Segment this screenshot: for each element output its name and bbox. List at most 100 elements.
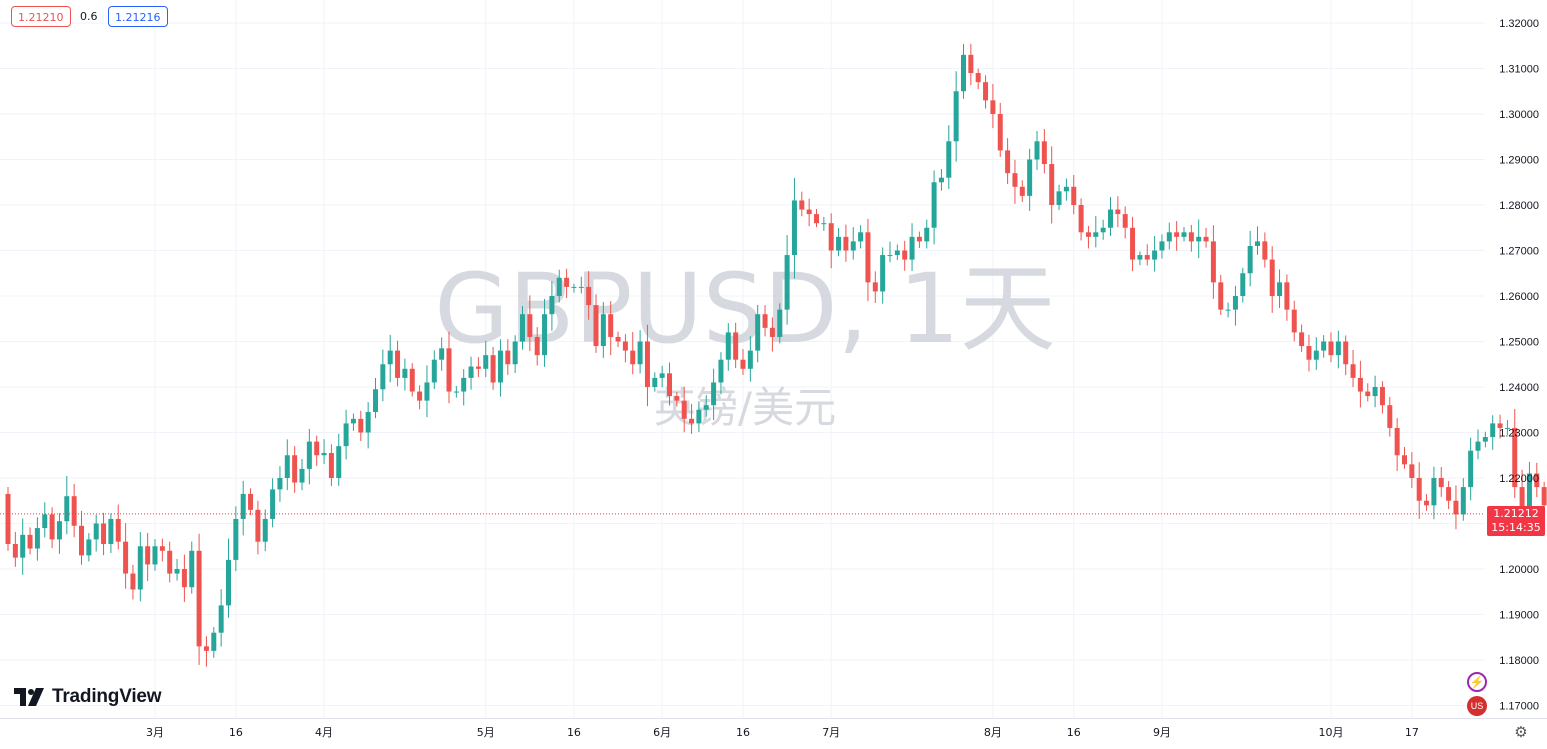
candle-body <box>681 400 687 419</box>
candle-body <box>196 550 202 647</box>
candle <box>1144 244 1150 266</box>
candle <box>1049 146 1055 224</box>
candle <box>1071 174 1077 215</box>
candle-body <box>1108 209 1113 228</box>
candle-body <box>490 355 496 383</box>
candle <box>902 240 908 271</box>
candle <box>1460 478 1466 521</box>
candle-body <box>115 518 121 542</box>
candle <box>1299 324 1305 352</box>
gear-icon[interactable]: ⚙ <box>1514 724 1528 741</box>
candle-body <box>608 314 614 337</box>
candle-body <box>402 368 408 378</box>
candle-body <box>1115 209 1121 215</box>
candle <box>240 480 246 536</box>
candle <box>130 564 136 600</box>
candle <box>350 413 356 431</box>
candle-body <box>1019 186 1025 196</box>
candle-body <box>1284 282 1290 310</box>
candle <box>79 510 84 565</box>
candle <box>1475 429 1481 460</box>
candle <box>402 358 408 391</box>
candle <box>667 362 672 406</box>
time-axis[interactable]: 3月 16 4月 5月 16 6月 16 7月 8月 16 9月 10月 17 <box>0 718 1547 740</box>
lightning-icon[interactable]: ⚡ <box>1467 672 1487 692</box>
candle <box>159 538 165 562</box>
candle <box>211 626 217 658</box>
candle-body <box>571 286 577 288</box>
candle-body <box>1225 309 1231 311</box>
candle-body <box>659 373 665 378</box>
candle <box>1372 375 1378 408</box>
candle-body <box>1078 205 1084 233</box>
candle-body <box>1438 478 1444 488</box>
candle <box>439 337 445 371</box>
candle-body <box>806 209 812 215</box>
ask-price-chip[interactable]: 1.21216 <box>108 6 168 27</box>
candle <box>777 303 783 344</box>
candle-body <box>373 389 378 413</box>
candle <box>292 446 298 493</box>
candle-body <box>1357 377 1363 392</box>
candle-body <box>417 391 423 401</box>
bid-price-chip[interactable]: 1.21210 <box>11 6 71 27</box>
candle-body <box>336 446 342 478</box>
candle-body <box>358 418 364 433</box>
candle <box>20 518 26 575</box>
candle-body <box>1468 450 1474 488</box>
candle <box>865 218 871 302</box>
candle <box>1402 446 1407 469</box>
tradingview-logo[interactable]: TradingView <box>14 686 162 708</box>
candle <box>1137 251 1143 266</box>
candle-body <box>262 518 268 542</box>
candle-body <box>747 350 753 369</box>
candle <box>931 170 937 245</box>
candle-body <box>983 82 989 101</box>
candle-body <box>615 336 621 342</box>
candle <box>747 336 753 382</box>
candle-body <box>916 236 922 242</box>
us-flag-icon[interactable]: US <box>1467 696 1487 716</box>
candle <box>880 247 886 304</box>
candle-body <box>1402 455 1407 465</box>
candle-body <box>674 396 680 401</box>
candle-body <box>328 452 334 478</box>
candle <box>784 235 790 325</box>
candle <box>181 554 187 602</box>
candle <box>850 227 856 260</box>
price-axis[interactable]: 1.32000 1.31000 1.30000 1.29000 1.28000 1.270… <box>1499 18 1539 713</box>
candle <box>1284 274 1290 321</box>
candle <box>814 209 819 228</box>
candle <box>255 500 261 555</box>
candle-body <box>931 182 937 228</box>
candle <box>64 476 70 535</box>
candle-body <box>990 100 996 114</box>
candle <box>520 306 525 350</box>
candle <box>226 538 231 618</box>
candle-body <box>850 241 856 251</box>
candle-body <box>240 493 246 519</box>
candle <box>615 331 621 348</box>
candle <box>365 402 371 449</box>
watermark-description: 英镑/美元 <box>654 383 836 432</box>
candle <box>152 539 158 571</box>
candle-body <box>1460 487 1466 515</box>
candle-body <box>586 286 592 306</box>
candle <box>1210 225 1216 299</box>
candle-body <box>718 359 724 383</box>
candle <box>689 403 695 434</box>
candle <box>821 216 827 231</box>
candle <box>1005 138 1011 185</box>
candle <box>1240 267 1246 303</box>
candle-body <box>946 141 952 178</box>
x-tick-label: 8月 <box>984 726 1002 739</box>
candle-body <box>755 314 761 351</box>
candle-body <box>468 366 474 378</box>
y-tick-label: 1.31000 <box>1499 64 1539 76</box>
candle-body <box>123 541 129 574</box>
candle-body <box>1541 487 1547 506</box>
y-tick-label: 1.25000 <box>1499 337 1539 349</box>
candle <box>137 532 143 602</box>
chart-grid <box>0 0 1485 718</box>
